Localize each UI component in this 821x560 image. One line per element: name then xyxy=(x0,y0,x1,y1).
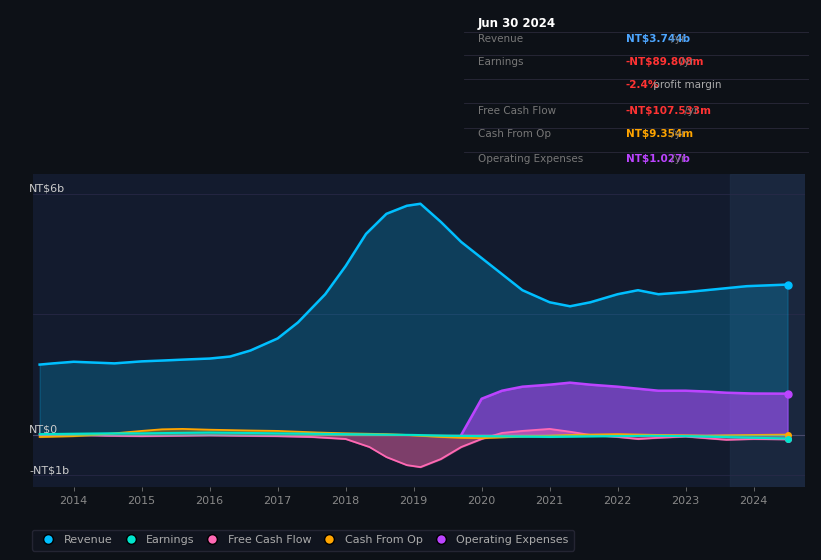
Text: NT$9.354m: NT$9.354m xyxy=(626,129,693,139)
Text: /yr: /yr xyxy=(668,129,686,139)
Text: /yr: /yr xyxy=(681,106,699,116)
Text: NT$3.744b: NT$3.744b xyxy=(626,34,690,44)
Text: Operating Expenses: Operating Expenses xyxy=(478,154,583,164)
Text: /yr: /yr xyxy=(668,34,686,44)
Text: Revenue: Revenue xyxy=(478,34,523,44)
Text: Cash From Op: Cash From Op xyxy=(478,129,551,139)
Text: -NT$1b: -NT$1b xyxy=(29,465,69,475)
Text: Earnings: Earnings xyxy=(478,57,523,67)
Text: Jun 30 2024: Jun 30 2024 xyxy=(478,17,556,30)
Bar xyxy=(730,174,805,487)
Text: NT$0: NT$0 xyxy=(29,425,58,435)
Text: /yr: /yr xyxy=(677,57,695,67)
Text: NT$1.027b: NT$1.027b xyxy=(626,154,690,164)
Text: profit margin: profit margin xyxy=(650,80,722,90)
Text: /yr: /yr xyxy=(668,154,686,164)
Text: NT$6b: NT$6b xyxy=(29,184,65,194)
Text: -2.4%: -2.4% xyxy=(626,80,659,90)
Legend: Revenue, Earnings, Free Cash Flow, Cash From Op, Operating Expenses: Revenue, Earnings, Free Cash Flow, Cash … xyxy=(32,530,574,550)
Text: -NT$107.533m: -NT$107.533m xyxy=(626,106,712,116)
Text: Free Cash Flow: Free Cash Flow xyxy=(478,106,556,116)
Text: -NT$89.808m: -NT$89.808m xyxy=(626,57,704,67)
